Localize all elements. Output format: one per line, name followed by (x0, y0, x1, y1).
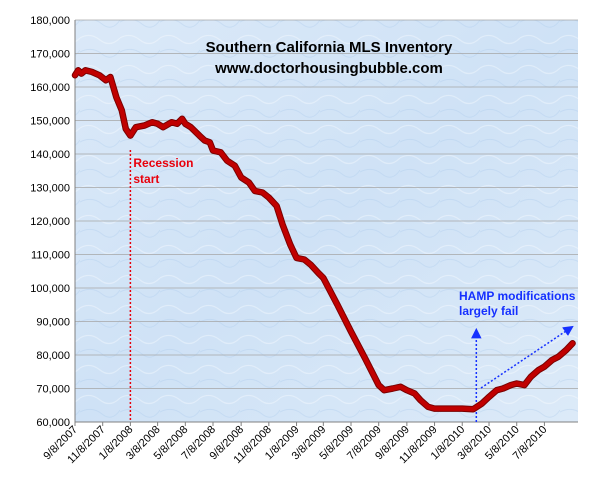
recession-annotation-label: start (133, 172, 159, 186)
annotations: Recession start HAMP modificationslargely … (129, 150, 576, 422)
gridlines (74, 19, 578, 423)
x-axis-ticks: 9/8/200711/8/20071/8/20083/8/20085/8/200… (41, 422, 550, 466)
y-tick-label: 160,000 (30, 82, 70, 94)
y-tick-label: 90,000 (36, 317, 70, 329)
hamp-annotation-label: HAMP modifications (459, 289, 576, 303)
y-tick-label: 80,000 (36, 350, 70, 362)
y-axis-ticks: 60,000 70,000 80,000 90,000 100,000 110,000 12… (30, 15, 70, 429)
y-tick-label: 170,000 (30, 49, 70, 61)
y-tick-label: 100,000 (30, 283, 70, 295)
y-tick-label: 140,000 (30, 149, 70, 161)
y-tick-label: 110,000 (31, 250, 70, 262)
chart-title: Southern California MLS Inventory (206, 39, 453, 56)
y-tick-label: 130,000 (30, 183, 70, 195)
y-tick-label: 120,000 (30, 216, 70, 228)
recession-annotation-label: Recession (133, 156, 193, 170)
hamp-annotation-label: largely fail (459, 304, 518, 318)
y-tick-label: 150,000 (30, 116, 70, 128)
y-tick-label: 60,000 (36, 417, 70, 429)
chart-subtitle: www.doctorhousingbubble.com (214, 60, 443, 77)
series-layer (71, 67, 576, 413)
series-line (72, 68, 575, 412)
y-tick-label: 70,000 (36, 384, 70, 396)
y-tick-label: 180,000 (30, 15, 70, 27)
